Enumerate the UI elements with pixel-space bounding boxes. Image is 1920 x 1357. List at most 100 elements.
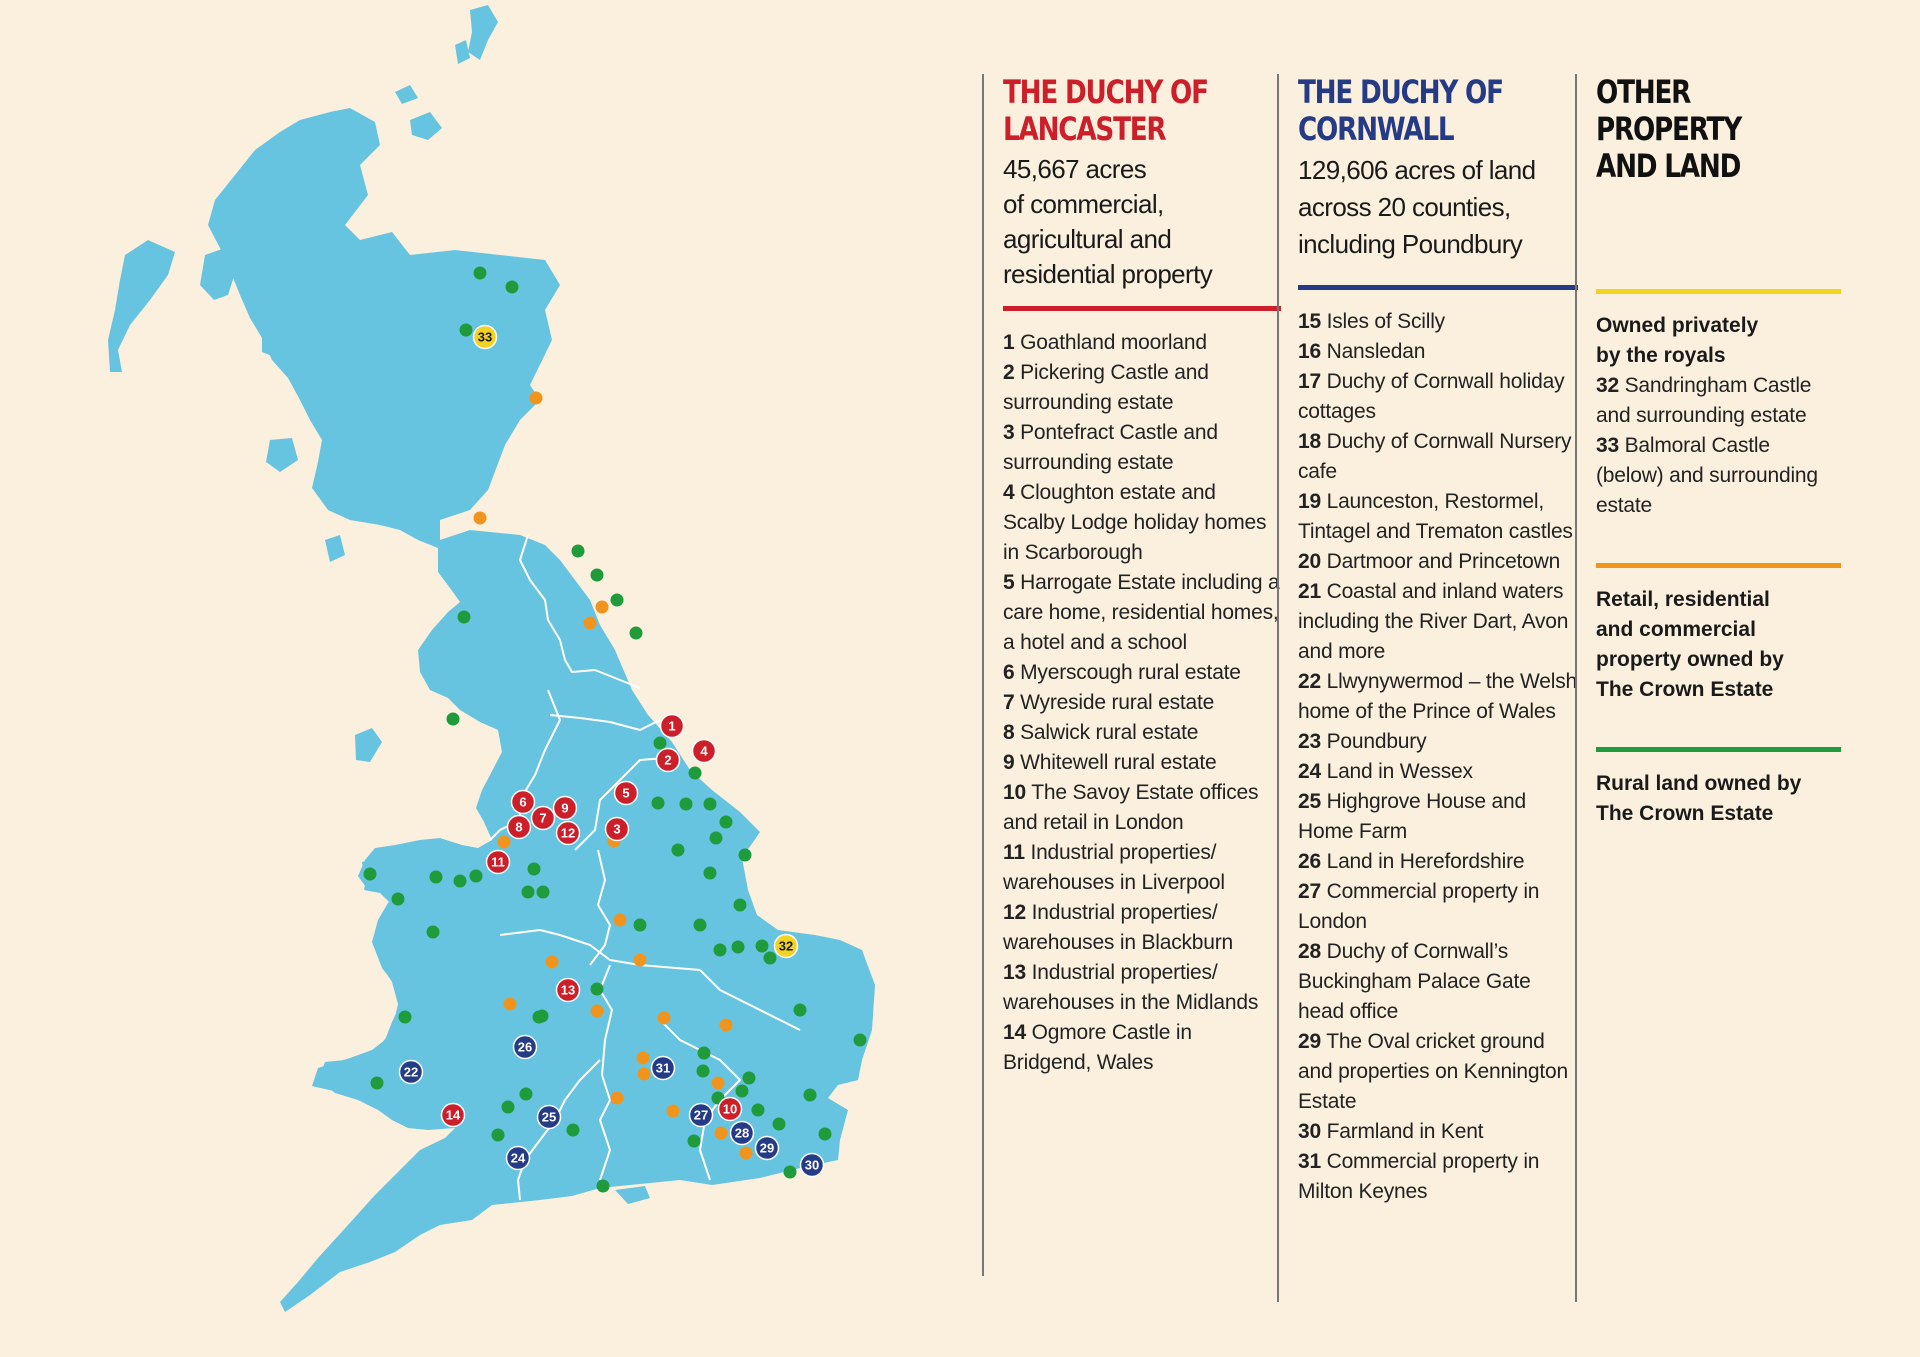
royal-heading: Owned privately by the royals	[1596, 314, 1759, 367]
property-dot	[653, 736, 667, 750]
rural-heading: Rural land owned by The Crown Estate	[1596, 772, 1802, 825]
legend-item-number: 31	[1298, 1150, 1321, 1173]
legend-item-number: 30	[1298, 1120, 1321, 1143]
legend-item: 29 The Oval cricket ground and propertie…	[1298, 1027, 1578, 1117]
cornwall-items-list: 15 Isles of Scilly 16 Nansledan 17 Duchy o…	[1298, 307, 1578, 1207]
legend-item: 8 Salwick rural estate	[1003, 718, 1281, 748]
legend-item-number: 19	[1298, 490, 1321, 513]
legend-item-number: 24	[1298, 760, 1321, 783]
legend-item-text: Duchy of Cornwall’s Buckingham Palace Ga…	[1298, 940, 1531, 1023]
map-marker-label: 12	[561, 826, 575, 841]
map-marker-circle	[536, 1104, 562, 1130]
map-marker-label: 27	[694, 1108, 708, 1123]
legend-item: 25 Highgrove House and Home Farm	[1298, 787, 1578, 847]
royal-items-list: 32 Sandringham Castle and surrounding es…	[1596, 371, 1841, 521]
legend-item: 10 The Savoy Estate offices and retail i…	[1003, 778, 1281, 838]
map-marker-22: 22	[398, 1059, 424, 1085]
property-dot	[772, 1117, 786, 1131]
uk-map: 1 2 3 4 5 6 7 8 9 10 11 12 13 14 22 24 25 26 27 28 29 30 31 32 3…	[108, 5, 875, 1312]
map-marker-5: 5	[613, 780, 639, 806]
property-dot	[501, 1100, 515, 1114]
legend-item-number: 27	[1298, 880, 1321, 903]
legend-item-text: Highgrove House and Home Farm	[1298, 790, 1526, 843]
legend-item: 26 Land in Herefordshire	[1298, 847, 1578, 877]
property-dot	[583, 616, 597, 630]
wales-landmass	[312, 868, 488, 1110]
legend-item-text: Llwynywermod – the Welsh home of the Pri…	[1298, 670, 1578, 723]
property-dot	[503, 997, 517, 1011]
map-marker-circle	[552, 795, 578, 821]
property-dot	[633, 953, 647, 967]
legend-item: 13 Industrial properties/ warehouses in …	[1003, 958, 1281, 1018]
legend-item-text: Industrial properties/ warehouses in Liv…	[1003, 841, 1225, 894]
legend-item-number: 7	[1003, 691, 1015, 714]
property-dot	[610, 593, 624, 607]
property-dot	[629, 626, 643, 640]
legend-item-text: Isles of Scilly	[1320, 310, 1446, 333]
property-dot	[426, 925, 440, 939]
legend-item-number: 32	[1596, 374, 1619, 397]
legend-item: 32 Sandringham Castle and surrounding es…	[1596, 371, 1841, 431]
legend-item: 28 Duchy of Cornwall’s Buckingham Palace…	[1298, 937, 1578, 1027]
map-marker-circle	[650, 1055, 676, 1081]
property-dot	[713, 943, 727, 957]
map-marker-label: 33	[478, 330, 492, 345]
property-dot	[739, 1146, 753, 1160]
legend-item: 27 Commercial property in London	[1298, 877, 1578, 937]
property-dot	[731, 940, 745, 954]
property-dot	[763, 951, 777, 965]
legend-item-text: Balmoral Castle (below) and surrounding …	[1596, 434, 1818, 517]
property-dot	[719, 1018, 733, 1032]
property-dot	[453, 874, 467, 888]
cornwall-rule	[1298, 285, 1578, 290]
map-marker-label: 29	[760, 1141, 774, 1156]
rural-rule	[1596, 747, 1841, 752]
lancaster-subtitle: 45,667 acres of commercial, agricultural…	[1003, 154, 1213, 289]
map-marker-circle	[506, 814, 532, 840]
retail-heading: Retail, residential and commercial prope…	[1596, 588, 1784, 701]
legend-item-number: 12	[1003, 901, 1026, 924]
map-marker-label: 24	[511, 1151, 526, 1166]
cornwall-column: THE DUCHY OF CORNWALL 129,606 acres of l…	[1277, 74, 1578, 1302]
legend-item-number: 25	[1298, 790, 1321, 813]
property-dot	[818, 1127, 832, 1141]
legend-item-text: Myerscough rural estate	[1014, 661, 1241, 684]
map-marker-label: 9	[561, 801, 568, 816]
legend-item-number: 23	[1298, 730, 1321, 753]
property-dot	[535, 1009, 549, 1023]
property-dot	[853, 1033, 867, 1047]
legend-item-number: 3	[1003, 421, 1015, 444]
property-dot	[633, 918, 647, 932]
isle-of-man	[355, 728, 382, 762]
legend-item-number: 1	[1003, 331, 1015, 354]
property-dot	[637, 1067, 651, 1081]
property-dot	[711, 1076, 725, 1090]
legend-item: 30 Farmland in Kent	[1298, 1117, 1578, 1147]
property-dot	[636, 1051, 650, 1065]
map-marker-label: 3	[613, 822, 620, 837]
property-dot	[719, 815, 733, 829]
legend-item-text: Whitewell rural estate	[1014, 751, 1217, 774]
map-marker-8: 8	[506, 814, 532, 840]
property-dot	[696, 1064, 710, 1078]
lancaster-items-list: 1 Goathland moorland 2 Pickering Castle a…	[1003, 328, 1281, 1078]
legend-item: 11 Industrial properties/ warehouses in …	[1003, 838, 1281, 898]
hebrides-island	[108, 240, 175, 372]
map-marker-10: 10	[717, 1096, 743, 1122]
map-marker-32: 32	[773, 933, 799, 959]
property-dot	[536, 885, 550, 899]
legend-item-text: Industrial properties/ warehouses in Bla…	[1003, 901, 1234, 954]
map-marker-25: 25	[536, 1104, 562, 1130]
map-marker-1: 1	[659, 713, 685, 739]
legend-item-text: Commercial property in Milton Keynes	[1298, 1150, 1540, 1203]
map-marker-13: 13	[555, 977, 581, 1003]
map-marker-circle	[613, 780, 639, 806]
legend-item-number: 2	[1003, 361, 1015, 384]
map-marker-33: 33	[472, 324, 498, 350]
property-dot	[697, 1046, 711, 1060]
map-marker-circle	[688, 1102, 714, 1128]
legend-item-text: Cloughton estate and Scalby Lodge holida…	[1003, 481, 1267, 564]
property-dot	[545, 955, 559, 969]
legend-item: 22 Llwynywermod – the Welsh home of the …	[1298, 667, 1578, 727]
cornwall-subtitle: 129,606 acres of land across 20 counties…	[1298, 155, 1536, 259]
